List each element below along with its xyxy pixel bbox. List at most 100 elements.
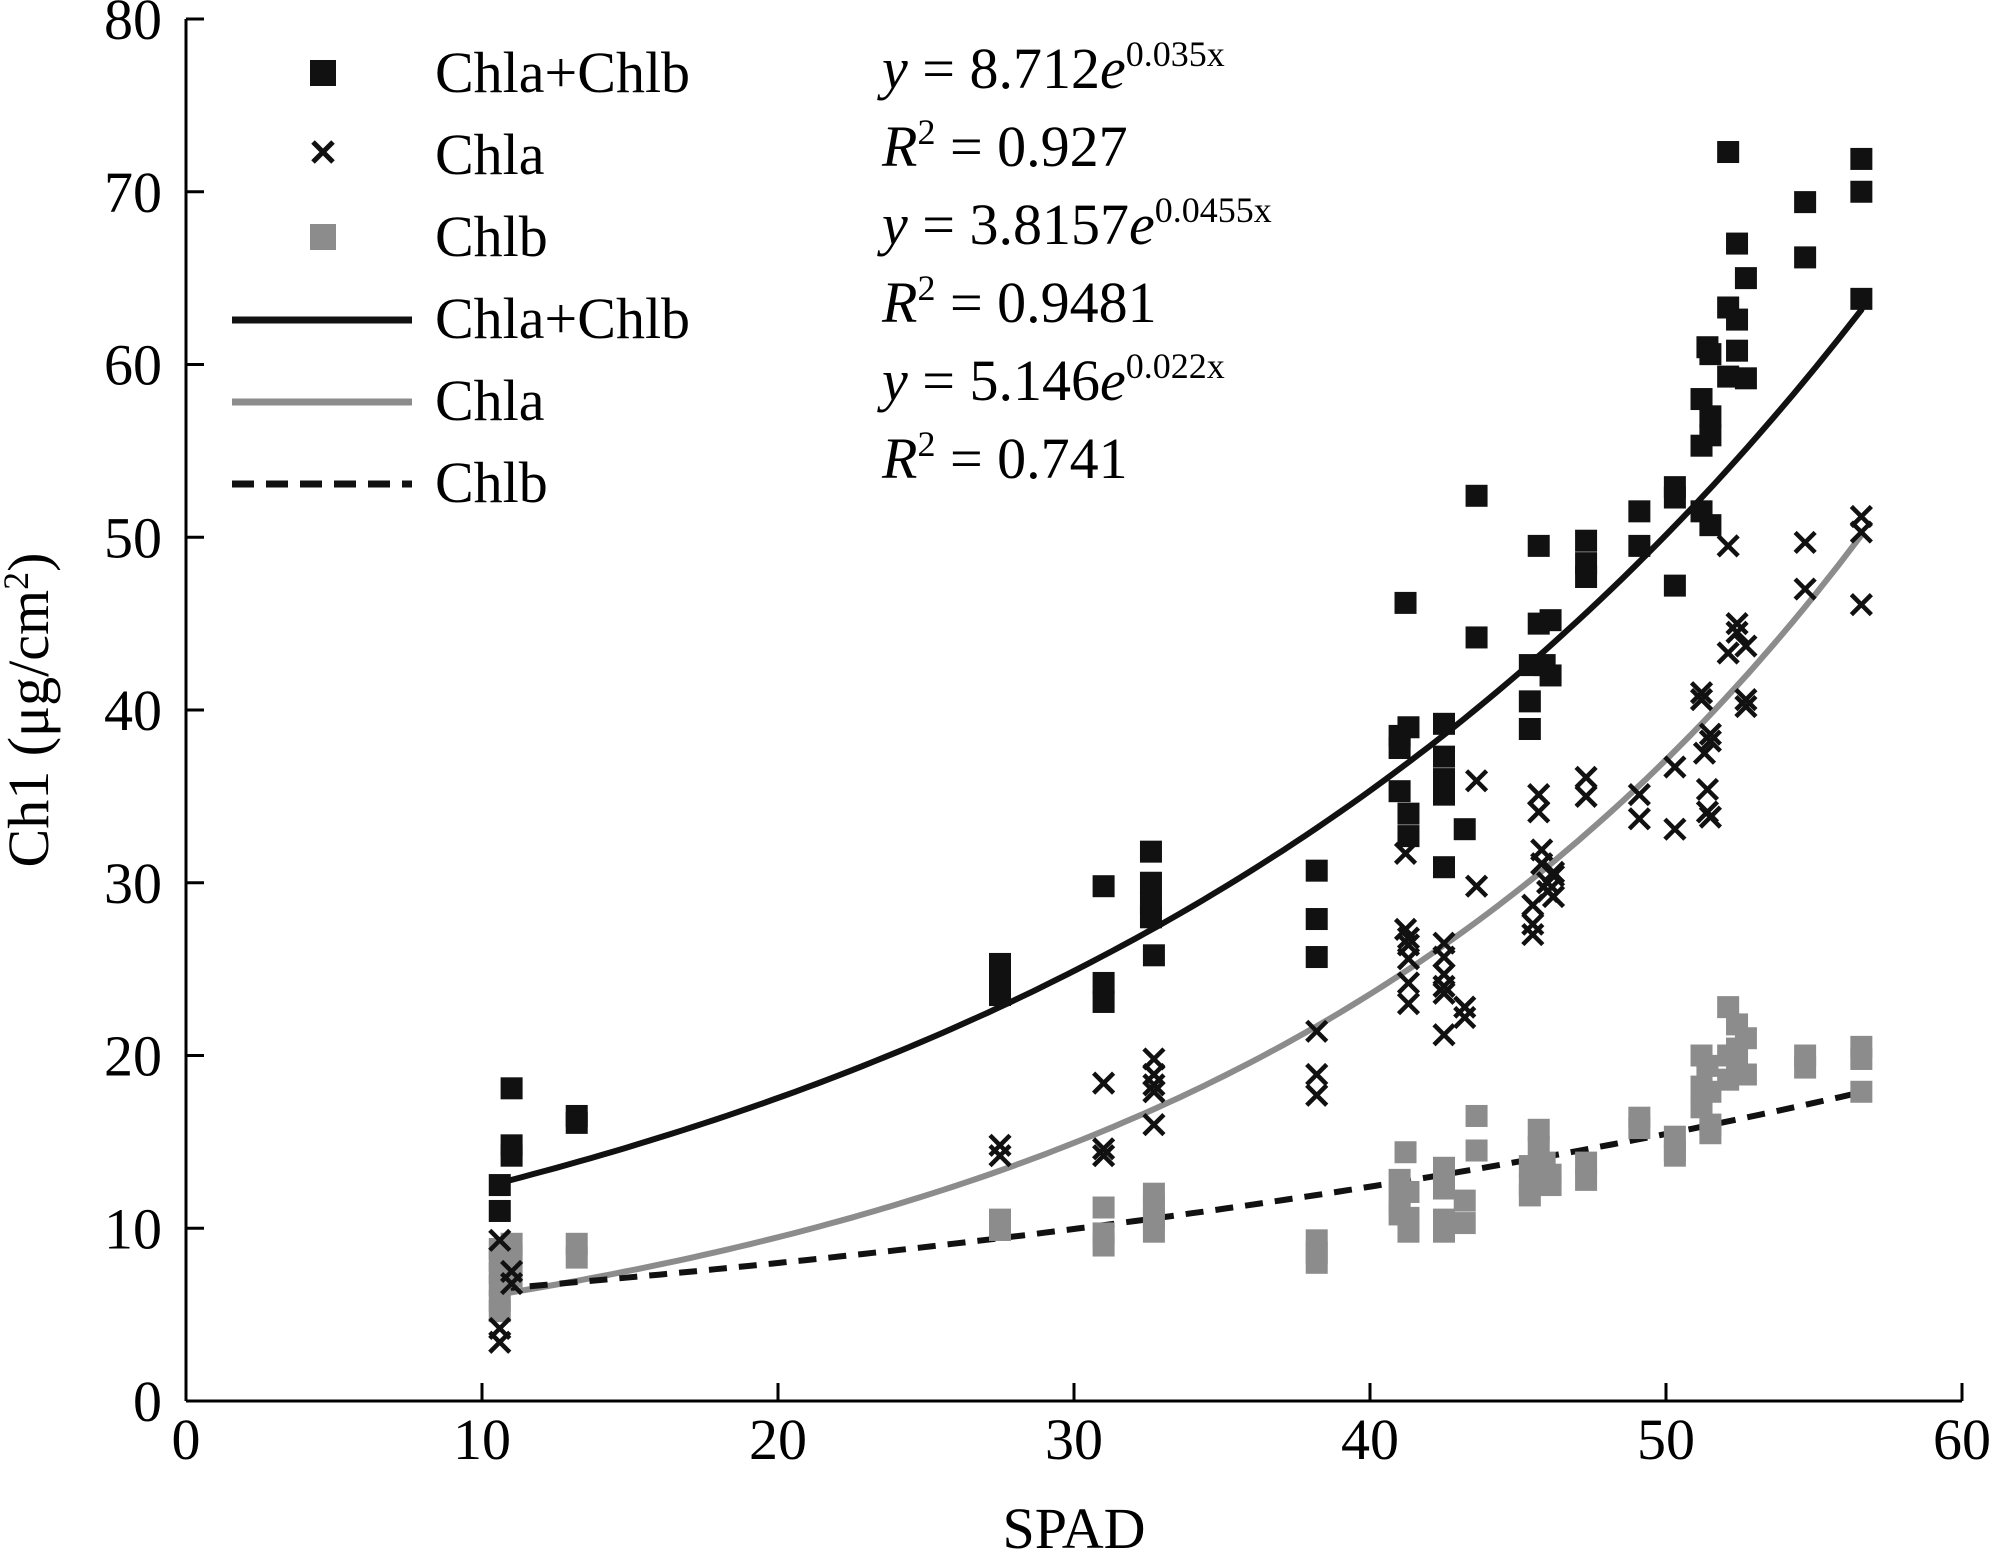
data-point-chla-chlb — [1575, 529, 1598, 552]
data-point-chla-chlb — [1518, 718, 1541, 741]
data-point-chlb — [1699, 1080, 1722, 1103]
data-point-chla-chlb — [1699, 424, 1722, 447]
data-point-chlb — [1734, 1063, 1757, 1086]
data-point-chla-chlb — [1139, 906, 1162, 929]
data-point-chlb — [989, 1218, 1011, 1241]
data-point-chla-chlb — [1690, 388, 1713, 411]
eq-e: e — [1129, 192, 1155, 257]
data-point-chla — [1464, 769, 1489, 793]
data-point-chla — [1725, 612, 1749, 636]
data-point-chla — [1849, 520, 1873, 544]
data-point-chla — [1396, 971, 1421, 995]
data-point-chla — [1725, 620, 1749, 644]
eq-r: R — [881, 426, 917, 491]
data-point-chla — [1574, 784, 1598, 808]
equation-line: y = 5.146e0.022x — [877, 346, 1225, 413]
data-point-chla — [488, 1330, 512, 1354]
data-point-chla-chlb — [1663, 486, 1686, 509]
data-point-chla-chlb — [989, 966, 1011, 989]
data-point-chla-chlb — [1397, 825, 1420, 848]
data-point-chla-chlb — [1575, 565, 1598, 588]
data-point-chla-chlb — [1453, 818, 1476, 841]
data-point-chla-chlb — [1305, 946, 1328, 969]
data-point-chla-chlb — [1397, 716, 1420, 739]
data-point-chla — [1396, 926, 1421, 950]
x-tick-label: 30 — [1045, 1407, 1103, 1472]
data-point-chla-chlb — [1433, 856, 1455, 879]
eq-coeff: = 3.8157 — [908, 192, 1129, 257]
data-point-chlb — [1394, 1141, 1417, 1164]
data-point-chla — [1716, 534, 1740, 558]
legend-marker-x — [311, 140, 335, 164]
eq-r: R — [881, 114, 917, 179]
data-point-chla — [1453, 995, 1477, 1019]
data-point-chla-chlb — [1433, 745, 1455, 768]
data-point-chla-chlb — [488, 1174, 511, 1197]
data-point-chla-chlb — [1388, 737, 1411, 760]
data-point-chla-chlb — [1527, 534, 1550, 557]
eq-coeff: = 8.712 — [908, 36, 1100, 101]
data-point-chla — [1432, 974, 1456, 998]
y-tick-label: 70 — [104, 160, 162, 225]
data-point-chla-chlb — [1539, 609, 1562, 632]
data-point-chlb — [1850, 1047, 1873, 1070]
data-point-chla — [1092, 1144, 1116, 1168]
data-point-chla — [1698, 722, 1722, 746]
x-tick-label: 60 — [1933, 1407, 1991, 1472]
data-point-chla — [1734, 694, 1758, 719]
data-point-chla-chlb — [1092, 971, 1115, 994]
eq-r-value: = 0.741 — [935, 426, 1127, 491]
data-point-chlb — [1453, 1212, 1476, 1235]
data-point-chla — [1541, 884, 1566, 909]
equation-line: R2 = 0.9481 — [881, 268, 1157, 335]
data-point-chla — [1092, 1071, 1116, 1095]
legend-item: Chla — [232, 368, 545, 433]
x-tick-label: 40 — [1341, 1407, 1399, 1472]
data-point-chla-chlb — [1397, 802, 1420, 825]
data-point-chla — [1716, 641, 1740, 665]
y-tick-label: 10 — [104, 1196, 162, 1261]
data-point-chla — [500, 1271, 524, 1296]
data-point-chla-chlb — [1539, 664, 1562, 687]
data-point-chlb — [1433, 1177, 1455, 1200]
data-point-chla-chlb — [1092, 990, 1115, 1013]
data-point-chla — [1849, 593, 1873, 617]
data-point-chla-chlb — [1465, 626, 1488, 649]
data-point-chla — [1142, 1073, 1166, 1097]
data-point-chlb — [1518, 1184, 1541, 1207]
data-point-chla-chlb — [1794, 191, 1817, 214]
data-point-chlb — [488, 1300, 511, 1323]
data-point-chla-chlb — [1734, 267, 1757, 290]
data-point-chla — [1574, 765, 1598, 789]
data-point-chlb — [500, 1265, 523, 1288]
data-point-chla-chlb — [1433, 783, 1455, 806]
x-tick-label: 0 — [172, 1407, 201, 1472]
data-point-chla — [1793, 530, 1817, 555]
data-point-chla-chlb — [1139, 840, 1162, 863]
data-point-chlb — [1433, 1220, 1455, 1243]
equation-line: R2 = 0.927 — [881, 112, 1128, 179]
eq-e: e — [1100, 348, 1126, 413]
legend-marker-square — [310, 60, 336, 86]
data-point-chlb — [1628, 1117, 1651, 1140]
data-point-chlb — [1397, 1220, 1420, 1243]
data-point-chla — [1541, 864, 1566, 888]
data-point-chla-chlb — [1518, 690, 1541, 713]
eq-e: e — [1100, 36, 1126, 101]
y-axis-title: Ch1 (μg/cm2) — [0, 553, 61, 868]
data-point-chla — [1695, 777, 1720, 802]
y-tick-label: 50 — [104, 505, 162, 570]
data-point-chla-chlb — [1139, 871, 1162, 894]
data-point-chla-chlb — [1734, 367, 1757, 390]
data-point-chlb — [1699, 1122, 1722, 1145]
y-tick-label: 0 — [133, 1369, 162, 1434]
data-point-chlb — [565, 1246, 588, 1269]
eq-y: y — [877, 348, 908, 413]
data-point-chlb — [1663, 1144, 1686, 1167]
data-point-chla — [1142, 1062, 1166, 1087]
data-point-chla-chlb — [488, 1199, 511, 1222]
fit-curves — [496, 306, 1865, 1298]
x-tick-label: 50 — [1637, 1407, 1695, 1472]
